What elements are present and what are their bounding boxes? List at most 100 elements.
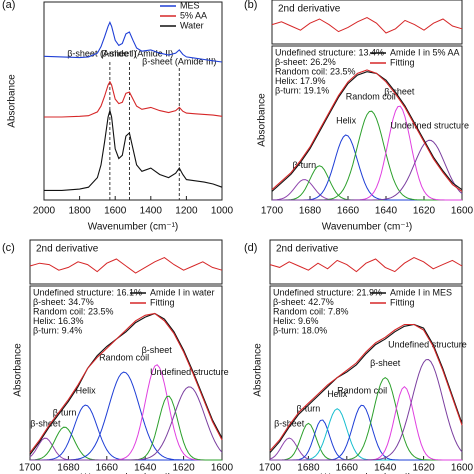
x-tick-label: 1640 [375, 206, 398, 217]
composition-text: Undefined structure: 13.4% [275, 47, 384, 57]
component-label: Random coil [99, 352, 149, 362]
x-tick-label: 1700 [259, 463, 282, 474]
derivative-label: 2nd derivative [276, 244, 339, 255]
component-label: Helix [76, 385, 97, 395]
spectrum-line [43, 21, 223, 63]
component-label: Random coil [337, 385, 387, 395]
composition-text: β-turn: 18.0% [273, 325, 327, 335]
composition-text: β-turn: 19.1% [275, 85, 329, 95]
spectrum-line [269, 323, 463, 452]
spectrum-line [269, 323, 463, 454]
x-tick-label: 1700 [19, 463, 42, 474]
composition-text: Undefined structure: 21.9% [273, 287, 382, 297]
x-tick-label: 1660 [337, 206, 360, 217]
x-tick-label: 1200 [175, 206, 198, 217]
annotation-text: β-sheet (Amide II) [102, 48, 174, 58]
x-tick-label: 1600 [451, 463, 474, 474]
fit-component [270, 358, 463, 461]
legend-label: Amide I in MES [390, 287, 452, 297]
component-label: β-sheet [274, 418, 305, 428]
x-axis-label: Wavenumber (cm⁻¹) [322, 222, 412, 233]
x-axis-label: Wavenumber (cm⁻¹) [81, 473, 171, 474]
composition-text: β-sheet: 34.7% [33, 297, 94, 307]
spectrum-line [271, 69, 463, 192]
derivative-frame [29, 239, 223, 285]
spectrum-line [44, 108, 223, 191]
derivative-label: 2nd derivative [278, 4, 341, 15]
x-tick-label: 1600 [211, 463, 234, 474]
composition-text: Random coil: 7.8% [273, 306, 349, 316]
composition-text: Helix: 17.9% [275, 76, 326, 86]
panel-label: (d) [244, 242, 257, 254]
fit-component [30, 386, 223, 461]
derivative-line [29, 257, 223, 274]
composition-text: Random coil: 23.5% [33, 306, 114, 316]
component-label: Undefined structure [150, 367, 229, 377]
fit-component [270, 422, 462, 461]
component-label: Undefined structure [388, 340, 467, 350]
spectrum-line [271, 71, 463, 192]
component-label: Undefined structure [390, 120, 469, 130]
fit-component [272, 165, 462, 201]
y-axis-label: Absorbance [257, 93, 268, 147]
y-axis-label: Absorbance [13, 343, 24, 397]
panel-label: (b) [244, 0, 257, 11]
panel-label: (a) [2, 0, 15, 11]
y-axis-label: Absorbance [253, 343, 264, 397]
x-tick-label: 1620 [172, 463, 195, 474]
x-tick-label: 1640 [374, 463, 397, 474]
y-axis-label: Absorbance [7, 74, 18, 128]
component-label: β-sheet [142, 345, 173, 355]
composition-text: Random coil: 23.5% [275, 66, 356, 76]
fit-component [272, 139, 463, 201]
panel-label: (c) [2, 242, 15, 254]
component-label: β-sheet [30, 418, 61, 428]
composition-text: β-turn: 9.4% [33, 325, 82, 335]
composition-text: β-sheet: 42.7% [273, 297, 334, 307]
spectrum-line [44, 80, 223, 118]
legend-label: Fitting [390, 57, 415, 67]
x-tick-label: 1660 [336, 463, 359, 474]
x-tick-label: 1660 [96, 463, 119, 474]
derivative-line [269, 257, 463, 273]
x-axis-label: Wavenumber (cm⁻¹) [88, 222, 178, 233]
x-tick-label: 1680 [297, 463, 320, 474]
legend-label: Fitting [390, 297, 415, 307]
derivative-label: 2nd derivative [36, 244, 99, 255]
plot-frame [43, 1, 223, 201]
derivative-line [271, 17, 463, 34]
fit-component [270, 408, 462, 461]
legend-label: 5% AA [180, 10, 207, 20]
component-label: β-sheet [370, 358, 401, 368]
x-tick-label: 2000 [33, 206, 56, 217]
legend-label: Amide I in water [150, 287, 215, 297]
legend-label: Water [180, 20, 204, 30]
spectrum-line [29, 312, 223, 455]
x-tick-label: 1620 [413, 206, 436, 217]
component-label: Helix [336, 115, 357, 125]
component-label: Helix [327, 389, 348, 399]
derivative-frame [271, 0, 463, 45]
x-tick-label: 1600 [104, 206, 127, 217]
composition-text: Helix: 16.3% [33, 316, 84, 326]
x-tick-label: 1000 [211, 206, 234, 217]
x-tick-label: 1680 [299, 206, 322, 217]
component-label: β-sheet [384, 86, 415, 96]
spectrum-line [29, 312, 223, 454]
x-tick-label: 1620 [412, 463, 435, 474]
legend-label: MES [180, 0, 200, 10]
component-label: β-turn [297, 404, 321, 414]
fit-component [272, 179, 462, 201]
x-axis-label: Wavenumber (cm⁻¹) [321, 473, 411, 474]
component-label: Random coil [346, 91, 396, 101]
fit-component [269, 437, 462, 461]
legend-label: Fitting [150, 297, 175, 307]
x-tick-label: 1700 [261, 206, 284, 217]
legend-label: Amide I in 5% AA [390, 47, 460, 57]
x-tick-label: 1680 [57, 463, 80, 474]
x-tick-label: 1400 [140, 206, 163, 217]
component-label: β-turn [53, 407, 77, 417]
composition-text: β-sheet: 26.2% [275, 57, 336, 67]
derivative-frame [269, 239, 463, 285]
